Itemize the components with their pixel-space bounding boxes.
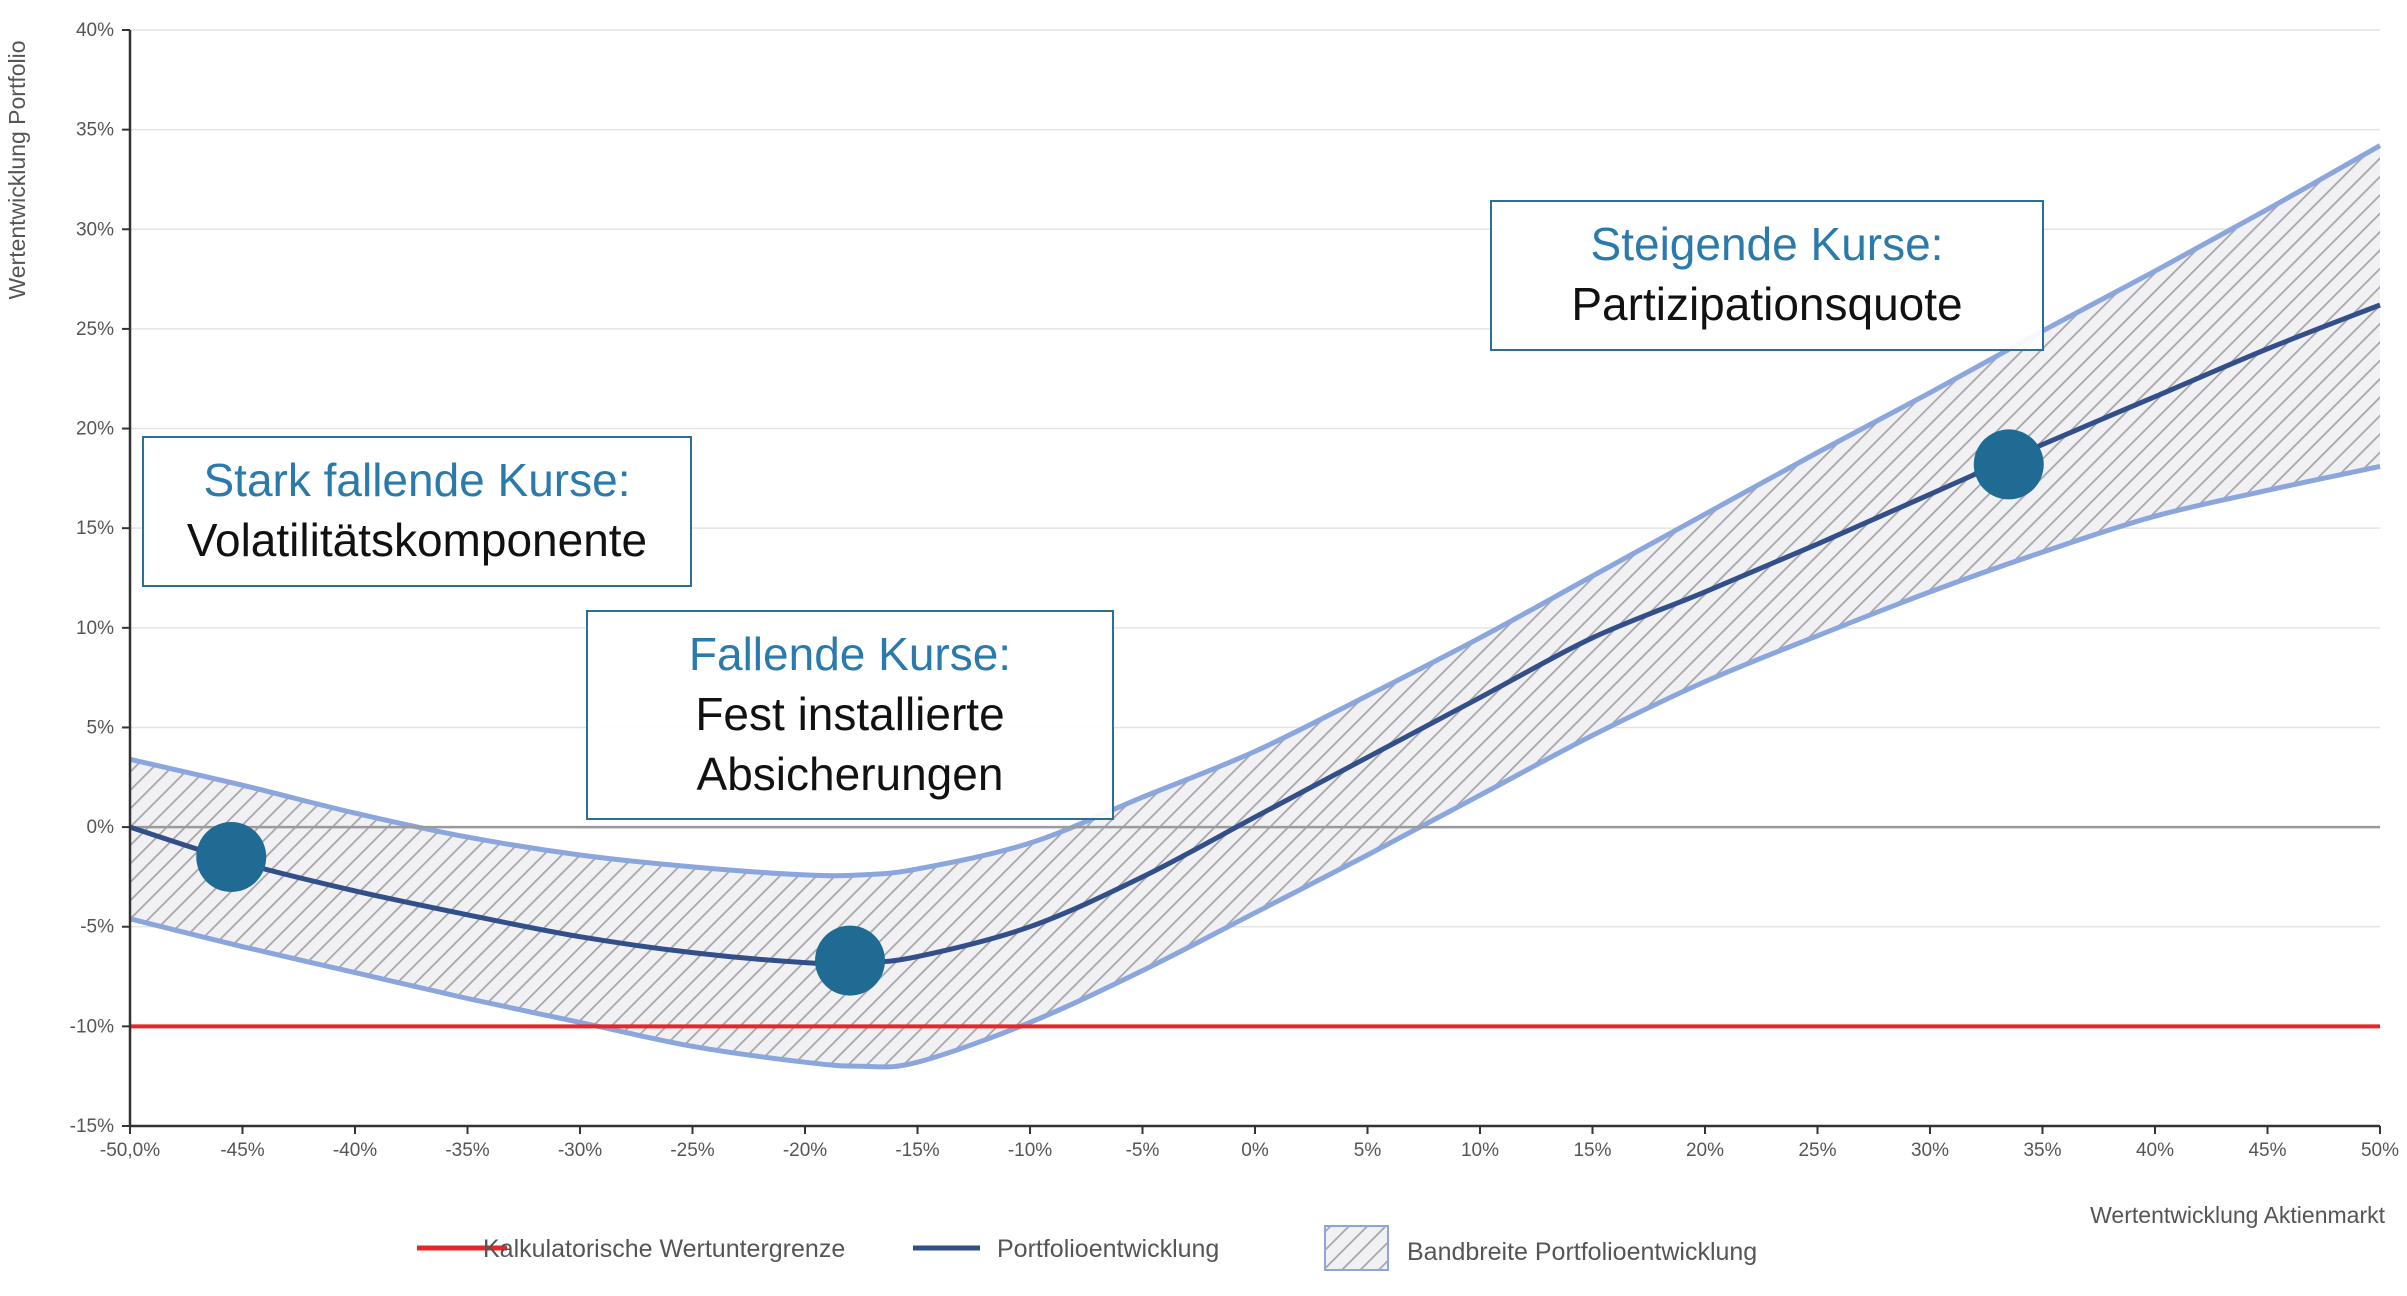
x-axis-title: Wertentwicklung Aktienmarkt	[2090, 1202, 2385, 1228]
annotation-rising: Steigende Kurse: Partizipationsquote	[1490, 200, 2044, 351]
marker-dot-2	[1973, 429, 2044, 500]
x-tick-label-2: -40%	[333, 1140, 377, 1161]
x-tick-label-5: -25%	[670, 1140, 714, 1161]
y-tick-label-9: 30%	[76, 219, 114, 240]
annotation-strongly-falling-body: Volatilitätskomponente	[186, 514, 648, 566]
x-tick-label-7: -15%	[895, 1140, 939, 1161]
annotation-strongly-falling: Stark fallende Kurse: Volatilitätskompon…	[142, 436, 692, 587]
x-tick-label-15: 25%	[1798, 1140, 1836, 1161]
y-tick-label-0: -15%	[70, 1116, 114, 1137]
y-tick-label-4: 5%	[87, 717, 115, 738]
y-tick-label-10: 35%	[76, 120, 114, 141]
x-tick-label-13: 15%	[1573, 1140, 1611, 1161]
x-tick-label-6: -20%	[783, 1140, 827, 1161]
x-tick-label-17: 35%	[2023, 1140, 2061, 1161]
x-tick-label-14: 20%	[1686, 1140, 1724, 1161]
x-tick-label-16: 30%	[1911, 1140, 1949, 1161]
x-tick-label-11: 5%	[1354, 1140, 1382, 1161]
annotation-rising-body: Partizipationsquote	[1571, 278, 1963, 330]
legend: Kalkulatorische Wertuntergrenze Portfoli…	[417, 1225, 1757, 1271]
y-tick-label-8: 25%	[76, 319, 114, 340]
x-tick-label-9: -5%	[1126, 1140, 1160, 1161]
annotation-rising-head: Steigende Kurse:	[1590, 218, 1944, 270]
band-lower-line	[129, 463, 2381, 1070]
x-tick-label-19: 45%	[2248, 1140, 2286, 1161]
y-tick-label-5: 10%	[76, 618, 114, 639]
y-tick-label-1: -10%	[70, 1016, 114, 1037]
x-tick-label-0: -50,0%	[100, 1140, 160, 1161]
axes-layer: -15% -10% -5% 0% 5% 10% 15% 20% 25% 30% 35% 40% -50,…	[70, 20, 2399, 1161]
x-tick-label-3: -35%	[445, 1140, 489, 1161]
annotation-falling-body-line1: Fest installierte	[695, 688, 1005, 740]
band-area	[130, 145, 2380, 1067]
marker-layer	[196, 429, 2044, 996]
x-tick-label-12: 10%	[1461, 1140, 1499, 1161]
annotation-falling-body-line2: Absicherungen	[696, 748, 1004, 800]
y-tick-label-11: 40%	[76, 20, 114, 41]
x-tick-label-4: -30%	[558, 1140, 602, 1161]
annotation-falling: Fallende Kurse: Fest installierte Absich…	[586, 610, 1114, 820]
annotation-strongly-falling-head: Stark fallende Kurse:	[203, 454, 631, 506]
marker-dot-0	[196, 821, 267, 892]
x-tick-label-8: -10%	[1008, 1140, 1052, 1161]
x-tick-label-10: 0%	[1241, 1140, 1269, 1161]
marker-dot-1	[815, 925, 885, 996]
annotation-falling-head: Fallende Kurse:	[688, 628, 1012, 680]
legend-label-portfolio: Portfolioentwicklung	[997, 1235, 1219, 1263]
x-tick-label-20: 50%	[2361, 1140, 2399, 1161]
y-tick-label-3: 0%	[87, 817, 115, 838]
y-axis-title: Wertentwicklung Portfolio	[4, 40, 30, 299]
legend-swatch-band	[1324, 1225, 1389, 1271]
x-tick-label-1: -45%	[220, 1140, 264, 1161]
y-tick-label-7: 20%	[76, 419, 114, 440]
y-tick-label-6: 15%	[76, 518, 114, 539]
legend-label-floor: Kalkulatorische Wertuntergrenze	[483, 1235, 845, 1263]
x-tick-label-18: 40%	[2136, 1140, 2174, 1161]
legend-label-band: Bandbreite Portfolioentwicklung	[1407, 1238, 1757, 1266]
y-tick-label-2: -5%	[80, 917, 114, 938]
